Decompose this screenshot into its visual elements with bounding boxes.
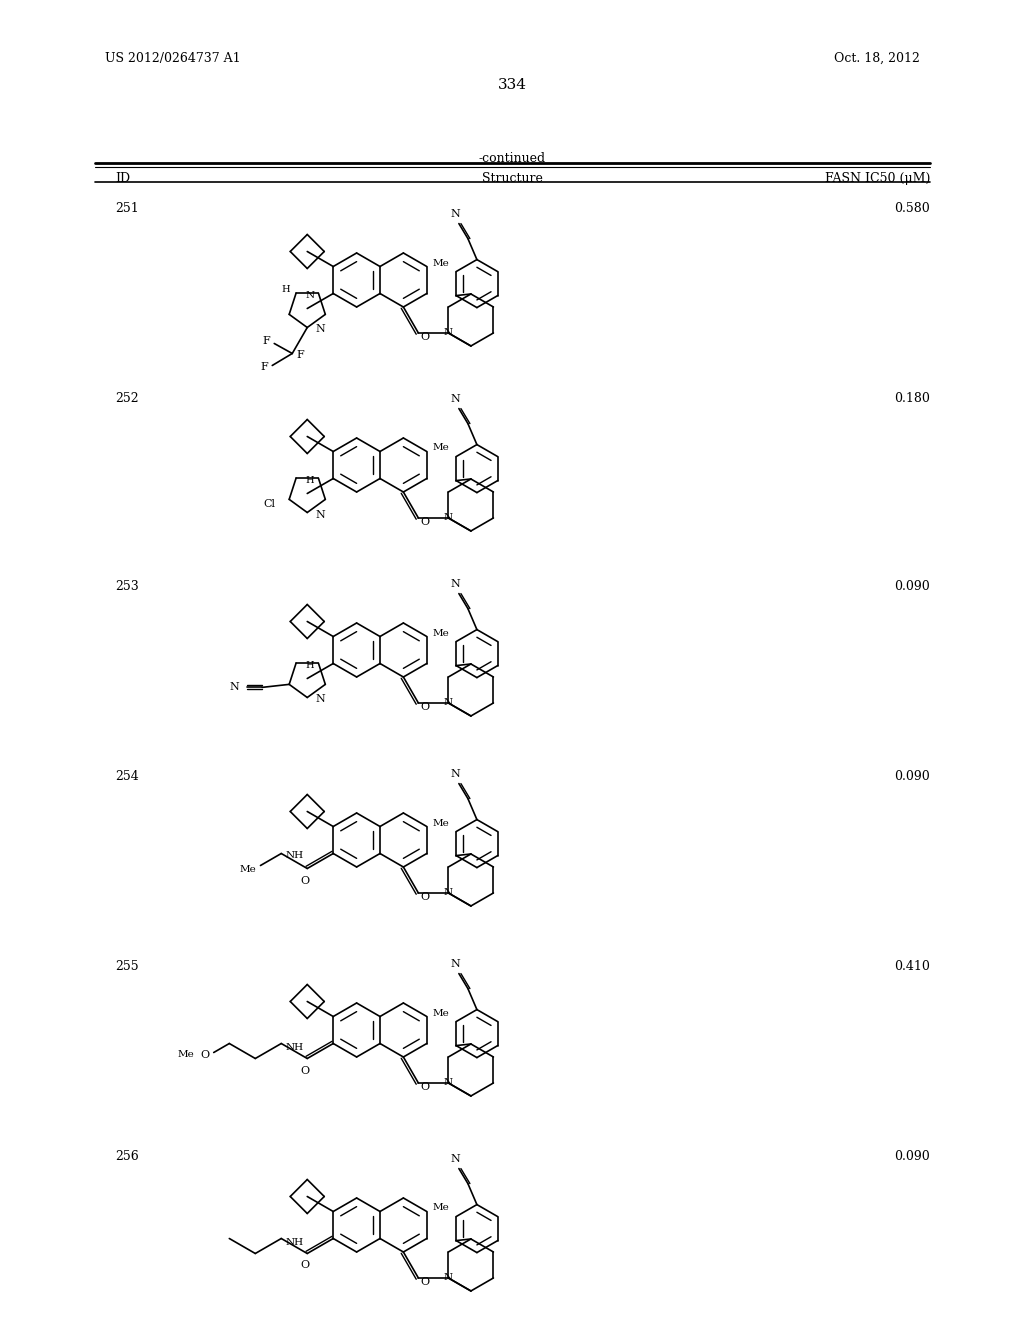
Text: 256: 256 [115,1150,138,1163]
Text: Cl: Cl [263,499,275,510]
Text: N: N [450,578,460,589]
Text: N: N [443,1078,453,1088]
Text: O: O [421,517,430,527]
Text: N: N [443,698,453,708]
Text: Me: Me [433,1204,450,1213]
Text: Oct. 18, 2012: Oct. 18, 2012 [835,51,920,65]
Text: 253: 253 [115,579,138,593]
Text: Me: Me [240,865,256,874]
Text: O: O [421,333,430,342]
Text: F: F [260,363,268,372]
Text: O: O [421,702,430,711]
Text: O: O [421,1276,430,1287]
Text: Me: Me [433,628,450,638]
Text: O: O [301,1261,310,1270]
Text: 0.180: 0.180 [894,392,930,405]
Text: 255: 255 [115,960,138,973]
Text: 254: 254 [115,770,138,783]
Text: FASN IC50 (μM): FASN IC50 (μM) [824,172,930,185]
Text: N: N [305,290,314,300]
Text: N: N [450,393,460,404]
Text: 0.410: 0.410 [894,960,930,973]
Text: H: H [282,285,290,293]
Text: 0.090: 0.090 [894,770,930,783]
Text: O: O [201,1049,210,1060]
Text: Me: Me [433,1008,450,1018]
Text: 0.580: 0.580 [894,202,930,215]
Text: 252: 252 [115,392,138,405]
Text: US 2012/0264737 A1: US 2012/0264737 A1 [105,51,241,65]
Text: ID: ID [115,172,130,185]
Text: 251: 251 [115,202,138,215]
Text: NH: NH [286,851,303,861]
Text: NH: NH [286,1238,303,1247]
Text: O: O [301,1065,310,1076]
Text: Me: Me [178,1049,195,1059]
Text: Me: Me [433,818,450,828]
Text: N: N [443,888,453,898]
Text: Structure: Structure [481,172,543,185]
Text: Me: Me [433,444,450,453]
Text: N: N [315,694,325,705]
Text: NH: NH [286,1043,303,1052]
Text: F: F [296,351,304,360]
Text: N: N [450,209,460,219]
Text: N: N [450,958,460,969]
Text: N: N [450,768,460,779]
Text: 334: 334 [498,78,526,92]
Text: H: H [306,660,314,669]
Text: O: O [421,1082,430,1092]
Text: N: N [443,513,453,523]
Text: O: O [421,892,430,902]
Text: 0.090: 0.090 [894,579,930,593]
Text: O: O [301,875,310,886]
Text: N: N [443,1274,453,1283]
Text: N: N [315,325,325,334]
Text: 0.090: 0.090 [894,1150,930,1163]
Text: F: F [262,337,270,346]
Text: H: H [306,475,314,484]
Text: -continued: -continued [478,152,546,165]
Text: N: N [450,1154,460,1164]
Text: N: N [315,510,325,520]
Text: Me: Me [433,259,450,268]
Text: N: N [229,682,240,693]
Text: N: N [443,329,453,338]
